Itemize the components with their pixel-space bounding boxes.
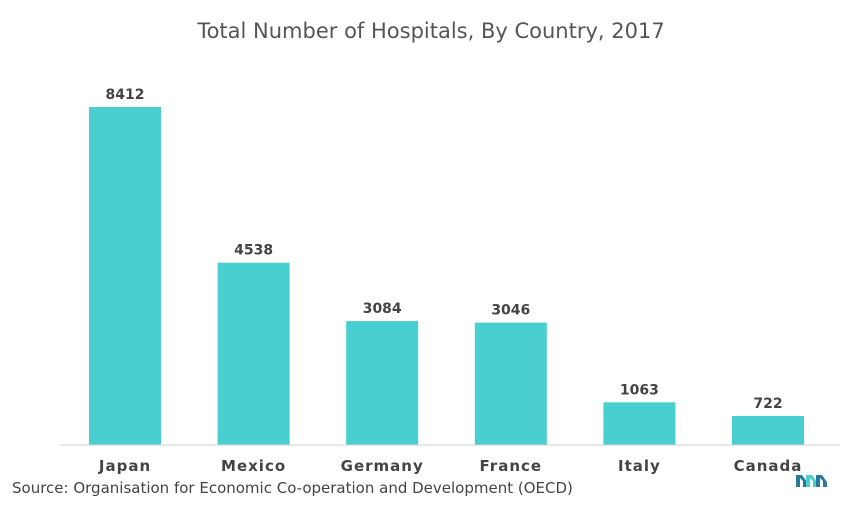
data-label-germany: 3084	[363, 301, 402, 317]
x-tick-label-france: France	[480, 457, 543, 475]
mordor-logo-icon	[796, 475, 827, 487]
x-tick-label-mexico: Mexico	[221, 457, 286, 475]
plot-area: 8412 Japan 4538 Mexico 3084 Germany 3046 France…	[89, 87, 804, 475]
chart-title: Total Number of Hospitals, By Country, 2…	[196, 19, 664, 43]
source-note: Source: Organisation for Economic Co-ope…	[12, 479, 573, 497]
bar-germany	[346, 321, 419, 445]
data-label-france: 3046	[491, 303, 530, 319]
bar-canada	[732, 416, 804, 445]
bar-japan	[89, 107, 161, 445]
data-label-canada: 722	[753, 396, 782, 412]
x-tick-label-italy: Italy	[618, 457, 661, 475]
data-label-japan: 8412	[106, 87, 145, 103]
data-label-italy: 1063	[620, 382, 659, 398]
x-tick-label-canada: Canada	[734, 457, 803, 475]
bar-mexico	[217, 262, 290, 445]
x-tick-label-germany: Germany	[341, 457, 424, 475]
bar-italy	[603, 402, 676, 445]
bar-france	[474, 322, 547, 445]
data-label-mexico: 4538	[234, 243, 273, 259]
x-tick-label-japan: Japan	[98, 457, 151, 475]
